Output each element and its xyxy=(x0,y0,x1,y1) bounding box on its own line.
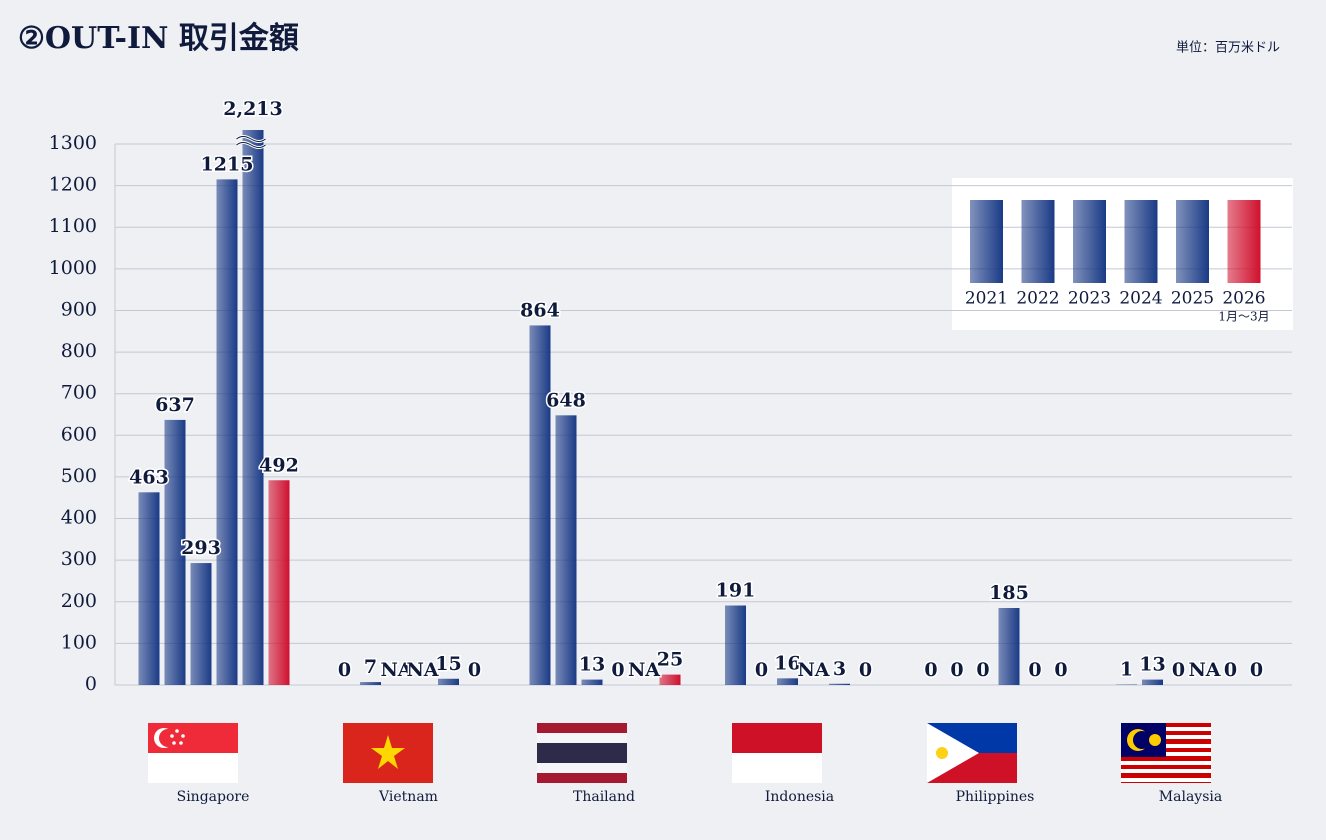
legend-label: 2022 xyxy=(1016,289,1059,309)
data-label: NA xyxy=(406,659,438,681)
flag-philippines xyxy=(927,723,1017,783)
legend-swatch xyxy=(970,200,1003,283)
data-label: 13 xyxy=(579,654,605,676)
y-tick-label: 1200 xyxy=(49,174,97,196)
bar xyxy=(242,130,264,686)
data-label: 185 xyxy=(989,582,1029,604)
x-tick-label: Indonesia xyxy=(765,789,834,805)
legend-label: 2021 xyxy=(965,289,1008,309)
bar xyxy=(164,419,186,685)
data-label: 0 xyxy=(1054,659,1067,681)
flag-thailand xyxy=(537,723,627,783)
data-label: 0 xyxy=(1172,659,1185,681)
bar xyxy=(829,683,850,685)
bar xyxy=(581,679,603,685)
x-tick-label: Singapore xyxy=(177,789,250,805)
legend-sublabel: 1月～3月 xyxy=(1218,310,1269,324)
data-label: 0 xyxy=(976,659,989,681)
data-label: 0 xyxy=(924,659,937,681)
legend-label: 2024 xyxy=(1119,289,1162,309)
y-tick-label: 1300 xyxy=(49,132,97,154)
bar xyxy=(138,492,160,685)
data-label: 0 xyxy=(611,659,624,681)
flags xyxy=(148,723,1211,783)
bar xyxy=(190,563,212,685)
legend-swatch xyxy=(1124,200,1158,283)
data-label: 0 xyxy=(950,659,963,681)
y-tick-label: 0 xyxy=(85,673,97,695)
bar xyxy=(360,682,381,685)
data-label: 864 xyxy=(520,299,560,321)
data-label: 1 xyxy=(1120,659,1133,681)
bar xyxy=(725,605,746,685)
x-tick-label: Philippines xyxy=(956,789,1035,805)
y-tick-label: 900 xyxy=(61,298,97,320)
data-label: 293 xyxy=(181,537,221,559)
x-tick-label: Malaysia xyxy=(1159,789,1222,805)
legend-label: 2025 xyxy=(1171,289,1214,309)
data-label: 0 xyxy=(1250,659,1263,681)
y-tick-label: 300 xyxy=(61,548,97,570)
data-label: 16 xyxy=(774,652,800,674)
data-label: 463 xyxy=(129,466,169,488)
legend-swatch xyxy=(1176,200,1209,283)
y-tick-label: 100 xyxy=(61,631,97,653)
x-tick-label: Vietnam xyxy=(378,789,438,805)
data-label: 648 xyxy=(546,389,586,411)
bar xyxy=(777,678,798,685)
flag-singapore xyxy=(148,723,238,783)
legend-swatch xyxy=(1021,200,1055,283)
bar xyxy=(438,678,459,685)
data-label: 1215 xyxy=(201,153,254,175)
data-label: 25 xyxy=(657,649,683,671)
y-tick-label: 200 xyxy=(61,590,97,612)
y-tick-label: 1100 xyxy=(49,215,97,237)
data-label: 191 xyxy=(716,580,756,602)
flag-indonesia xyxy=(732,723,822,783)
data-label: 13 xyxy=(1139,654,1165,676)
data-label: 0 xyxy=(859,659,872,681)
data-label: NA xyxy=(1188,659,1220,681)
legend-swatch xyxy=(1073,200,1106,283)
data-label: NA xyxy=(797,659,829,681)
y-tick-label: 800 xyxy=(61,340,97,362)
data-label: 0 xyxy=(338,659,351,681)
data-label: 0 xyxy=(1224,659,1237,681)
y-tick-label: 600 xyxy=(61,423,97,445)
y-tick-label: 400 xyxy=(61,507,97,529)
data-label: 7 xyxy=(364,656,377,678)
axis-break xyxy=(236,136,266,148)
legend-swatch xyxy=(1227,200,1261,283)
bar xyxy=(529,325,551,685)
y-tick-label: 1000 xyxy=(49,257,97,279)
data-label: 637 xyxy=(155,394,195,416)
legend-label: 2026 xyxy=(1222,289,1265,309)
y-tick-label: 700 xyxy=(61,382,97,404)
bar xyxy=(268,480,290,685)
data-label: 15 xyxy=(435,653,461,675)
legend-label: 2023 xyxy=(1068,289,1111,309)
bar xyxy=(216,179,238,685)
data-label: NA xyxy=(380,659,412,681)
data-label: 2,213 xyxy=(223,98,283,120)
data-label: 0 xyxy=(468,659,481,681)
x-tick-label: Thailand xyxy=(573,789,635,805)
data-label: NA xyxy=(628,659,660,681)
flag-vietnam xyxy=(343,723,433,783)
bar xyxy=(998,608,1020,685)
bar xyxy=(659,674,681,685)
y-tick-label: 500 xyxy=(61,465,97,487)
data-label: 0 xyxy=(755,659,768,681)
flag-malaysia xyxy=(1121,723,1211,783)
data-label: 492 xyxy=(259,454,299,476)
chart-title: ②OUT-IN 取引金額 xyxy=(18,21,299,56)
data-label: 3 xyxy=(833,658,846,680)
unit-label: 単位：百万米ドル xyxy=(1176,40,1280,56)
bar xyxy=(1142,679,1163,685)
plot xyxy=(138,130,1163,686)
bar xyxy=(555,415,577,685)
data-label: 0 xyxy=(1028,659,1041,681)
